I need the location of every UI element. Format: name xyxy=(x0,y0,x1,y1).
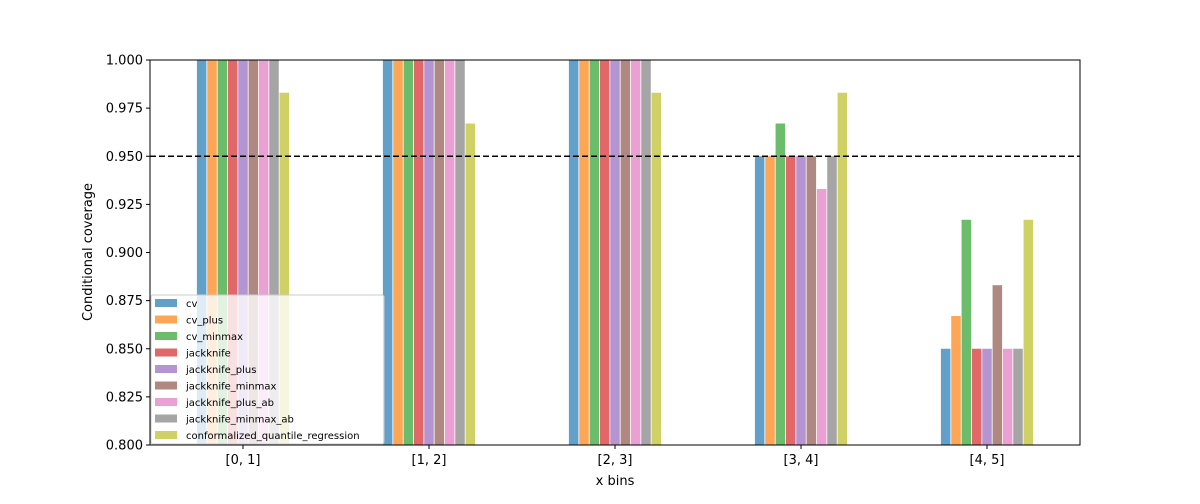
legend-label: cv xyxy=(186,299,197,310)
bar-jackknife_plus-3 xyxy=(796,156,806,445)
bar-jackknife-1 xyxy=(413,60,424,445)
bar-cv-4 xyxy=(940,348,951,445)
bar-cv_minmax-3 xyxy=(775,123,786,446)
bar-conformalized_quantile_regression-2 xyxy=(651,92,662,445)
x-tick-label: [1, 2] xyxy=(412,453,447,468)
legend-swatch-jackknife_minmax xyxy=(155,381,177,390)
bar-cv-1 xyxy=(382,60,393,445)
legend-swatch-jackknife_minmax_ab xyxy=(155,414,177,423)
y-axis-label: Conditional coverage xyxy=(81,183,96,321)
legend-swatch-jackknife_plus_ab xyxy=(155,398,177,406)
legend: cv cv_plus cv_minmax jackknife jackknife_plu… xyxy=(150,294,385,445)
bar-jackknife_minmax_ab-1 xyxy=(455,60,465,445)
bar-jackknife_plus-4 xyxy=(982,348,992,445)
x-tick-label: [2, 3] xyxy=(598,453,633,468)
bar-jackknife_minmax_ab-4 xyxy=(1013,348,1023,445)
bar-cv_plus-0 xyxy=(207,60,217,445)
bar-cv_minmax-1 xyxy=(403,60,414,445)
bar-conformalized_quantile_regression-4 xyxy=(1023,219,1034,445)
y-tick-label: 0.825 xyxy=(106,390,143,405)
bar-conformalized_quantile_regression-3 xyxy=(837,92,848,445)
bar-jackknife_minmax-2 xyxy=(620,60,631,445)
x-axis-label: x bins xyxy=(596,474,635,489)
legend-box xyxy=(150,294,385,445)
y-tick-label: 0.925 xyxy=(106,198,143,213)
legend-label: jackknife_minmax_ab xyxy=(185,415,294,426)
bar-cv_plus-3 xyxy=(765,156,775,445)
bar-jackknife-2 xyxy=(599,60,610,445)
y-axis: 0.800 0.825 0.850 0.875 0.900 0.925 0.950 0.975… xyxy=(106,54,150,454)
y-tick-label: 0.875 xyxy=(106,294,143,309)
legend-swatch-conformalized_quantile_regression xyxy=(155,431,177,439)
bar-conformalized_quantile_regression-0 xyxy=(279,92,290,445)
bar-cv-2 xyxy=(568,60,579,445)
bar-jackknife_plus-0 xyxy=(238,60,248,445)
y-tick-label: 0.950 xyxy=(106,150,143,165)
y-tick-label: 0.900 xyxy=(106,246,143,261)
legend-label: cv_minmax xyxy=(186,332,243,343)
bar-jackknife_plus-1 xyxy=(424,60,434,445)
bar-cv-0 xyxy=(196,60,207,445)
bar-jackknife_plus_ab-1 xyxy=(444,60,455,445)
legend-swatch-jackknife xyxy=(155,348,177,357)
x-tick-label: [4, 5] xyxy=(970,453,1005,468)
bar-jackknife_minmax-1 xyxy=(434,60,445,445)
y-tick-label: 1.000 xyxy=(106,54,143,69)
bar-jackknife_minmax-4 xyxy=(992,285,1003,445)
bar-jackknife-3 xyxy=(785,156,796,445)
bar-jackknife-0 xyxy=(227,60,238,445)
legend-label: jackknife_minmax xyxy=(185,382,277,393)
legend-swatch-cv xyxy=(155,299,177,307)
bar-conformalized_quantile_regression-1 xyxy=(465,123,476,446)
bar-cv_plus-4 xyxy=(951,316,961,445)
bar-jackknife_plus_ab-3 xyxy=(816,188,827,445)
legend-label: jackknife_plus_ab xyxy=(185,398,274,409)
bar-jackknife_minmax-0 xyxy=(248,60,259,445)
bar-cv_minmax-0 xyxy=(217,60,228,445)
legend-label: jackknife_plus xyxy=(185,365,256,376)
y-tick-label: 0.800 xyxy=(106,439,143,454)
bar-cv_minmax-2 xyxy=(589,60,600,445)
y-tick-label: 0.850 xyxy=(106,342,143,357)
bars-layer xyxy=(196,60,1034,446)
bar-jackknife_minmax_ab-2 xyxy=(641,60,651,445)
bar-jackknife_plus-2 xyxy=(610,60,620,445)
legend-swatch-cv_minmax xyxy=(155,332,177,340)
x-axis: [0, 1] [1, 2] [2, 3] [3, 4] [4, 5] xyxy=(226,445,1005,468)
bar-jackknife_minmax_ab-3 xyxy=(827,156,837,445)
bar-jackknife_minmax-3 xyxy=(806,156,817,445)
legend-swatch-jackknife_plus xyxy=(155,365,177,373)
x-tick-label: [0, 1] xyxy=(226,453,261,468)
legend-label: cv_plus xyxy=(186,316,223,327)
bar-cv_plus-2 xyxy=(579,60,589,445)
bar-jackknife_plus_ab-2 xyxy=(630,60,641,445)
bar-jackknife-4 xyxy=(971,348,982,445)
bar-jackknife_plus_ab-0 xyxy=(258,60,269,445)
bar-cv_minmax-4 xyxy=(961,219,972,445)
x-tick-label: [3, 4] xyxy=(784,453,819,468)
y-tick-label: 0.975 xyxy=(106,102,143,117)
legend-label: conformalized_quantile_regression xyxy=(186,431,360,442)
legend-swatch-cv_plus xyxy=(155,315,177,324)
bar-cv_plus-1 xyxy=(393,60,403,445)
bar-jackknife_plus_ab-4 xyxy=(1002,348,1013,445)
legend-label: jackknife xyxy=(185,349,231,360)
bar-cv-3 xyxy=(754,156,765,445)
bar-jackknife_minmax_ab-0 xyxy=(269,60,279,445)
